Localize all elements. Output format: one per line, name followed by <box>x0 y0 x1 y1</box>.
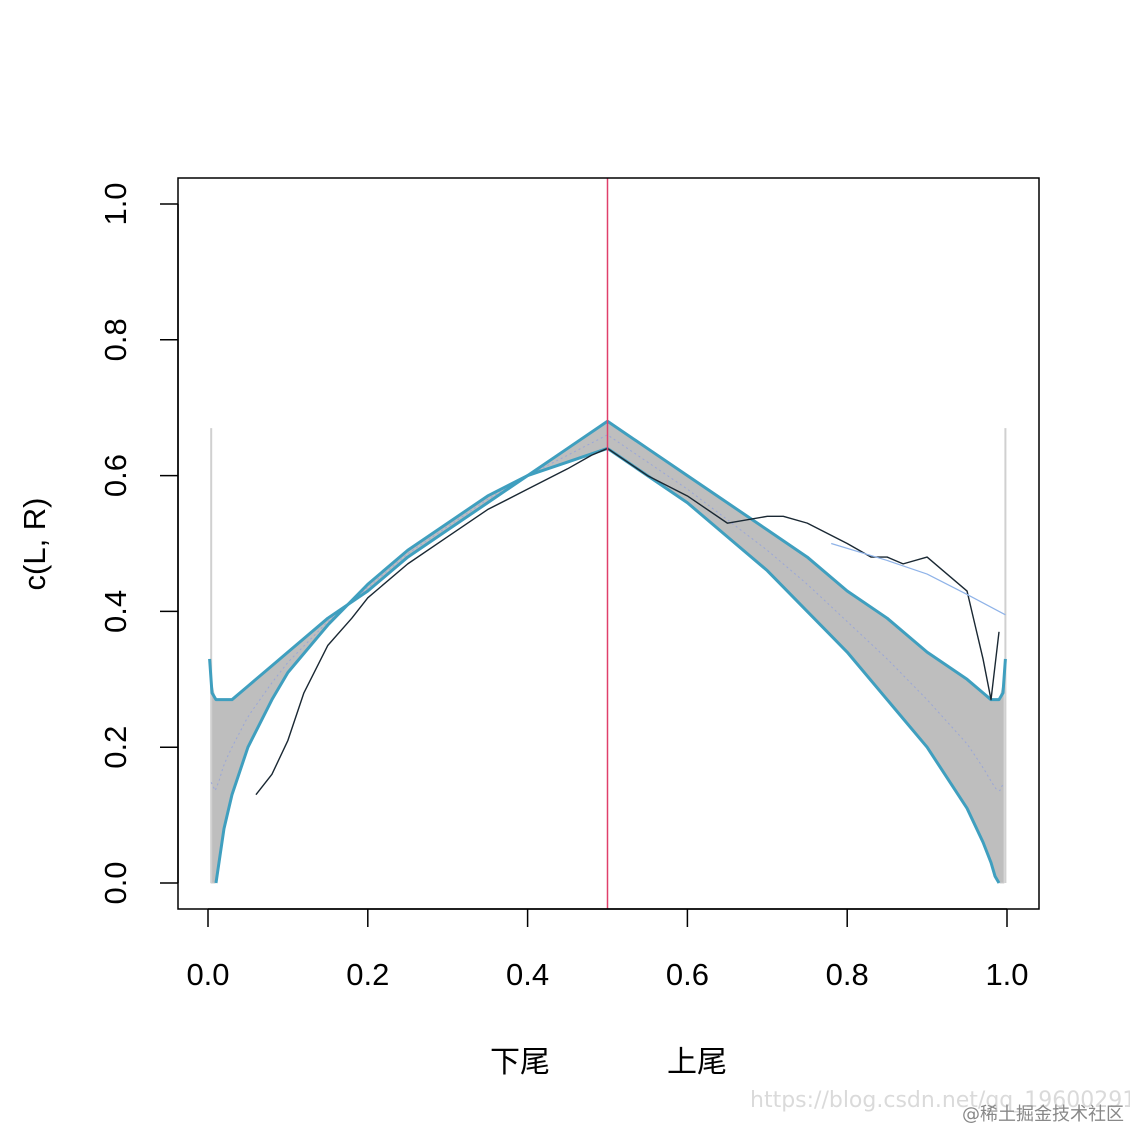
series-simulation-band-lower <box>214 446 1001 884</box>
y-axis-title: c(L, R) <box>17 498 52 591</box>
x-label-lower-tail: 下尾 <box>490 1045 550 1080</box>
x-tick-label: 0.0 <box>186 957 229 992</box>
y-tick-label: 0.4 <box>98 590 133 633</box>
x-axis: 0.0 0.2 0.4 0.6 0.8 1.0 <box>186 908 1029 992</box>
watermark-url: https://blog.csdn.net/qq_19600291 <box>750 1088 1130 1113</box>
x-tick-label: 0.6 <box>666 957 709 992</box>
y-tick-label: 1.0 <box>98 182 133 225</box>
y-tick-label: 0.2 <box>98 726 133 769</box>
x-tick-label: 0.8 <box>826 957 869 992</box>
x-label-upper-tail: 上尾 <box>667 1045 727 1080</box>
y-tick-label: 0.6 <box>98 454 133 497</box>
y-tick-label: 0.8 <box>98 318 133 361</box>
y-tick-label: 0.0 <box>98 861 133 904</box>
x-tick-label: 1.0 <box>985 957 1028 992</box>
x-tick-label: 0.4 <box>506 957 549 992</box>
series-simulation-band-upper <box>208 419 1007 702</box>
y-axis: 0.0 0.2 0.4 0.6 0.8 1.0 <box>98 182 179 905</box>
series-empirical <box>255 447 1000 796</box>
x-tick-label: 0.2 <box>346 957 389 992</box>
watermark-site: @稀土掘金技术社区 <box>962 1104 1124 1125</box>
series-layer <box>208 419 1007 884</box>
series-fitted-line <box>831 542 1006 616</box>
